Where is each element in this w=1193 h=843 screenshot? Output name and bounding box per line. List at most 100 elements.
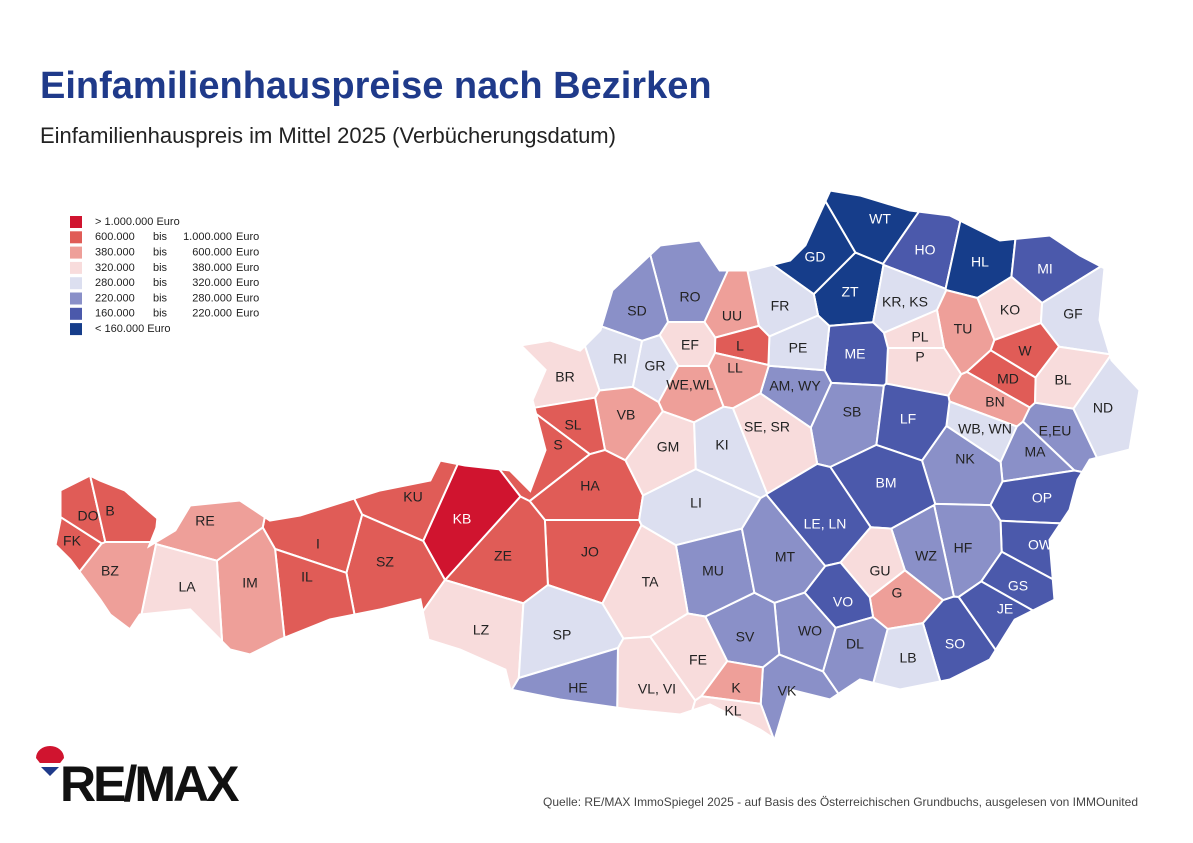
district-label: BM xyxy=(876,475,897,491)
district-label: VO xyxy=(833,594,853,610)
legend-label: Euro xyxy=(236,231,259,243)
subtitle: Einfamilienhauspreis im Mittel 2025 (Ver… xyxy=(40,123,616,148)
district-label: HE xyxy=(568,680,587,696)
country-outline xyxy=(53,188,1142,743)
district-label: G xyxy=(892,585,903,601)
district-label: VL, VI xyxy=(638,681,676,697)
district-label: P xyxy=(915,349,924,365)
district-label: RE xyxy=(195,513,214,529)
district-label: L xyxy=(736,338,744,354)
legend-label: 380.000 xyxy=(95,247,135,259)
legend-label: 220.000 xyxy=(192,308,232,320)
legend-label: Euro xyxy=(236,247,259,259)
district-label: WB, WN xyxy=(958,421,1012,437)
district-label: BR xyxy=(555,369,574,385)
district-label: TU xyxy=(954,321,973,337)
legend-swatch xyxy=(70,231,82,244)
district-label: RO xyxy=(680,289,701,305)
legend-swatch xyxy=(70,246,82,259)
legend-label: 280.000 xyxy=(192,292,232,304)
district-label: MU xyxy=(702,563,724,579)
logo: RE/MAX xyxy=(60,756,239,812)
legend-label: bis xyxy=(153,247,168,259)
title: Einfamilienhauspreise nach Bezirken xyxy=(40,65,712,107)
district-label: KI xyxy=(715,437,728,453)
district-label: BZ xyxy=(101,563,119,579)
legend-label: Euro xyxy=(236,292,259,304)
district-label: GU xyxy=(870,563,891,579)
district-label: LL xyxy=(727,360,743,376)
district-label: ZE xyxy=(494,548,512,564)
district-label: KB xyxy=(453,511,472,527)
district-label: W xyxy=(1018,343,1032,359)
district-label: KL xyxy=(724,703,741,719)
district-label: MD xyxy=(997,371,1019,387)
district-label: LA xyxy=(178,579,196,595)
district-label: SL xyxy=(564,417,581,433)
district-label: UU xyxy=(722,308,742,324)
legend-label: bis xyxy=(153,292,168,304)
district-label: SE, SR xyxy=(744,419,790,435)
district-label: LI xyxy=(690,495,702,511)
district-label: ZT xyxy=(841,284,859,300)
district-label: B xyxy=(105,503,114,519)
source: Quelle: RE/MAX ImmoSpiegel 2025 - auf Ba… xyxy=(543,795,1138,809)
district-label: DO xyxy=(78,508,99,524)
district-label: FR xyxy=(771,298,790,314)
district-label: MA xyxy=(1025,444,1047,460)
district-label: BN xyxy=(985,394,1004,410)
district xyxy=(740,493,827,604)
district-label: IL xyxy=(301,569,313,585)
district-label: K xyxy=(731,680,741,696)
district-label: PE xyxy=(789,340,808,356)
district-label: NK xyxy=(955,451,975,467)
legend-label: 1.000.000 xyxy=(183,231,232,243)
district-label: EF xyxy=(681,337,699,353)
district-label: HF xyxy=(954,540,973,556)
district-label: ME xyxy=(845,346,866,362)
district-label: GR xyxy=(645,358,666,374)
district-label: WO xyxy=(798,623,822,639)
district-label: JO xyxy=(581,544,599,560)
district-label: SB xyxy=(843,404,862,420)
legend-label: Euro xyxy=(236,308,259,320)
legend: > 1.000.000 Euro 600.000 bis 1.000.000 Euro 3… xyxy=(70,216,259,336)
legend-label: 320.000 xyxy=(95,262,135,274)
district-label: HL xyxy=(971,254,989,270)
legend-label: Euro xyxy=(236,262,259,274)
legend-label: < 160.000 Euro xyxy=(95,323,171,335)
district-label: MT xyxy=(775,549,796,565)
district-label: SD xyxy=(627,303,646,319)
district-label: LE, LN xyxy=(804,516,847,532)
district-label: TA xyxy=(642,574,660,590)
district-label: IM xyxy=(242,575,258,591)
legend-swatch xyxy=(70,292,82,305)
legend-label: 600.000 xyxy=(95,231,135,243)
district-label: FK xyxy=(63,533,82,549)
legend-label: bis xyxy=(153,277,168,289)
district-label: OP xyxy=(1032,490,1052,506)
district-label: SZ xyxy=(376,554,394,570)
legend-label: 600.000 xyxy=(192,247,232,259)
district-label: GD xyxy=(805,249,826,265)
district-label: MI xyxy=(1037,261,1053,277)
district-label: WT xyxy=(869,211,891,227)
district-label: HA xyxy=(580,478,600,494)
district-label: I xyxy=(316,536,320,552)
legend-label: Euro xyxy=(236,277,259,289)
district-label: BL xyxy=(1054,372,1071,388)
legend-swatch xyxy=(70,307,82,320)
legend-label: > 1.000.000 Euro xyxy=(95,216,180,228)
legend-swatch xyxy=(70,261,82,274)
legend-label: 320.000 xyxy=(192,277,232,289)
district-label: VK xyxy=(778,683,797,699)
district-label: LZ xyxy=(473,622,490,638)
district-label: SP xyxy=(553,627,572,643)
legend-swatch xyxy=(70,323,82,336)
district-label: GM xyxy=(657,439,680,455)
district-label: PL xyxy=(911,329,928,345)
legend-label: bis xyxy=(153,308,168,320)
district-label: GF xyxy=(1063,306,1082,322)
district-label: SO xyxy=(945,636,965,652)
